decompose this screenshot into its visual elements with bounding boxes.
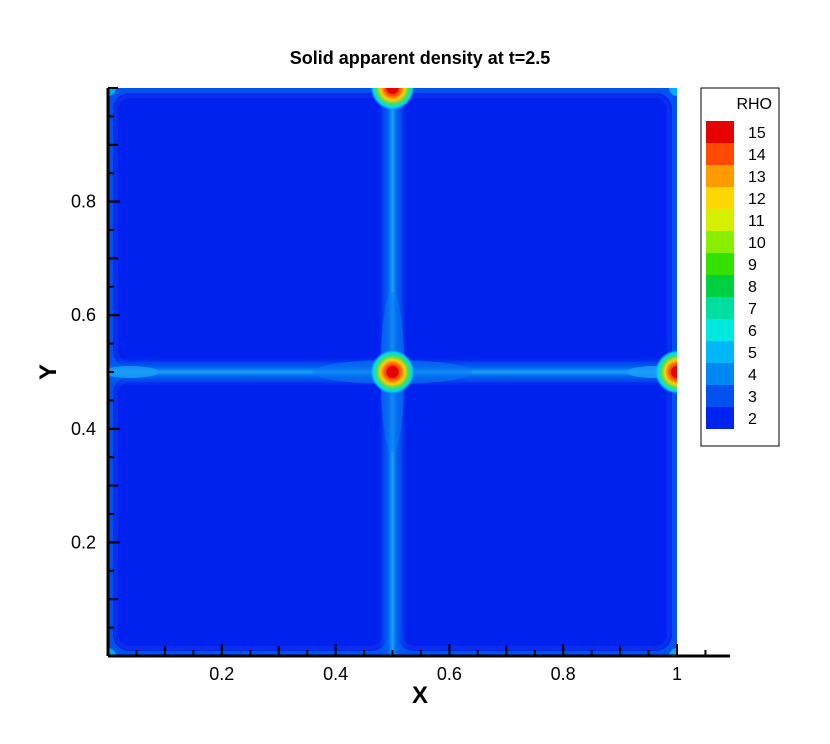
legend-swatch bbox=[706, 275, 734, 297]
legend-level-label: 4 bbox=[748, 367, 757, 384]
x-tick-label: 0.6 bbox=[437, 664, 462, 684]
corner-highlight bbox=[108, 648, 116, 656]
field-cell bbox=[113, 93, 388, 367]
field-cell bbox=[397, 93, 672, 367]
x-tick-label: 0.8 bbox=[551, 664, 576, 684]
legend-level-label: 6 bbox=[748, 323, 757, 340]
legend-level-label: 11 bbox=[748, 213, 765, 230]
legend-title: RHO bbox=[736, 96, 772, 113]
y-tick-label: 0.4 bbox=[71, 419, 96, 439]
legend-level-label: 2 bbox=[748, 411, 757, 428]
y-tick-label: 0.2 bbox=[71, 532, 96, 552]
legend-swatch bbox=[706, 253, 734, 275]
y-axis-label: Y bbox=[35, 364, 62, 380]
density-field bbox=[108, 88, 677, 656]
axes: 0.2 0.4 0.6 0.8 1 0.2 0.4 0.6 0.8 bbox=[71, 87, 730, 684]
density-peak-glow bbox=[370, 88, 415, 110]
legend-level-label: 12 bbox=[748, 191, 766, 208]
legend-level-label: 8 bbox=[748, 279, 757, 296]
x-tick-label: 0.4 bbox=[323, 664, 348, 684]
legend-level-label: 10 bbox=[748, 235, 766, 252]
legend-level-label: 14 bbox=[748, 147, 766, 164]
corner-highlight bbox=[669, 88, 677, 96]
ridge-horizontal-end bbox=[108, 366, 159, 378]
legend-swatch bbox=[706, 209, 734, 231]
field-cell bbox=[397, 377, 672, 651]
legend-level-label: 5 bbox=[748, 345, 757, 362]
legend-swatch bbox=[706, 363, 734, 385]
legend-swatch bbox=[706, 319, 734, 341]
legend-swatch bbox=[706, 385, 734, 407]
x-tick-label: 0.2 bbox=[209, 664, 234, 684]
legend-swatch bbox=[706, 297, 734, 319]
legend-level-label: 13 bbox=[748, 169, 766, 186]
legend-swatch bbox=[706, 121, 734, 143]
legend-level-label: 3 bbox=[748, 389, 757, 406]
y-tick-label: 0.6 bbox=[71, 305, 96, 325]
corner-highlight bbox=[108, 88, 116, 96]
x-tick-label: 1 bbox=[672, 664, 682, 684]
legend-swatch bbox=[706, 165, 734, 187]
chart-title: Solid apparent density at t=2.5 bbox=[290, 48, 551, 68]
legend-swatch bbox=[706, 407, 734, 429]
density-peak bbox=[386, 88, 399, 94]
x-axis-label: X bbox=[412, 682, 428, 709]
legend-level-label: 15 bbox=[748, 125, 766, 142]
legend-swatch bbox=[706, 341, 734, 363]
legend-swatch bbox=[706, 187, 734, 209]
colorbar-legend: RHO 15 14 13 12 11 10 9 8 7 6 5 4 3 2 bbox=[700, 87, 780, 447]
density-peak bbox=[386, 366, 399, 378]
legend-level-label: 7 bbox=[748, 301, 757, 318]
y-tick-label: 0.8 bbox=[71, 192, 96, 212]
legend-swatch bbox=[706, 231, 734, 253]
density-peak-glow bbox=[655, 350, 677, 394]
legend-level-label: 9 bbox=[748, 257, 757, 274]
field-cell bbox=[113, 377, 388, 651]
corner-highlight bbox=[669, 648, 677, 656]
density-peak bbox=[671, 366, 677, 378]
legend-swatch bbox=[706, 143, 734, 165]
